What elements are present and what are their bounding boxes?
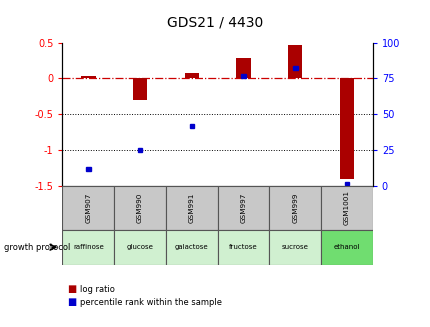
Bar	[320, 230, 372, 265]
Text: GDS21 / 4430: GDS21 / 4430	[167, 16, 263, 30]
Text: GSM997: GSM997	[240, 193, 246, 223]
Text: galactose: galactose	[175, 244, 208, 250]
Text: log ratio: log ratio	[80, 285, 114, 294]
Bar	[138, 148, 142, 152]
Bar	[114, 230, 166, 265]
Bar	[62, 186, 114, 230]
Bar	[217, 230, 269, 265]
Text: growth protocol: growth protocol	[4, 243, 71, 252]
Text: fructose: fructose	[229, 244, 257, 250]
Text: GSM907: GSM907	[85, 193, 91, 223]
Bar	[236, 58, 250, 78]
Bar	[269, 186, 320, 230]
Bar	[114, 186, 166, 230]
Bar	[184, 74, 199, 78]
Bar	[344, 181, 348, 185]
Bar	[339, 78, 353, 179]
Text: percentile rank within the sample: percentile rank within the sample	[80, 298, 221, 307]
Bar	[189, 124, 194, 128]
Bar	[166, 186, 217, 230]
Text: GSM999: GSM999	[292, 193, 298, 223]
Text: GSM990: GSM990	[137, 193, 143, 223]
Bar	[81, 76, 95, 78]
Bar	[241, 74, 245, 77]
Bar	[166, 230, 217, 265]
Text: ■: ■	[67, 284, 76, 294]
Text: GSM1001: GSM1001	[343, 190, 349, 226]
Bar	[217, 186, 269, 230]
Text: raffinose: raffinose	[73, 244, 104, 250]
Text: sucrose: sucrose	[281, 244, 308, 250]
Bar	[62, 230, 114, 265]
Bar	[320, 186, 372, 230]
Text: glucose: glucose	[126, 244, 153, 250]
Bar	[86, 167, 90, 171]
Text: ethanol: ethanol	[333, 244, 359, 250]
Text: GSM991: GSM991	[188, 193, 194, 223]
Bar	[287, 45, 302, 78]
Bar	[292, 66, 297, 70]
Bar	[269, 230, 320, 265]
Text: ■: ■	[67, 298, 76, 307]
Bar	[132, 78, 147, 100]
